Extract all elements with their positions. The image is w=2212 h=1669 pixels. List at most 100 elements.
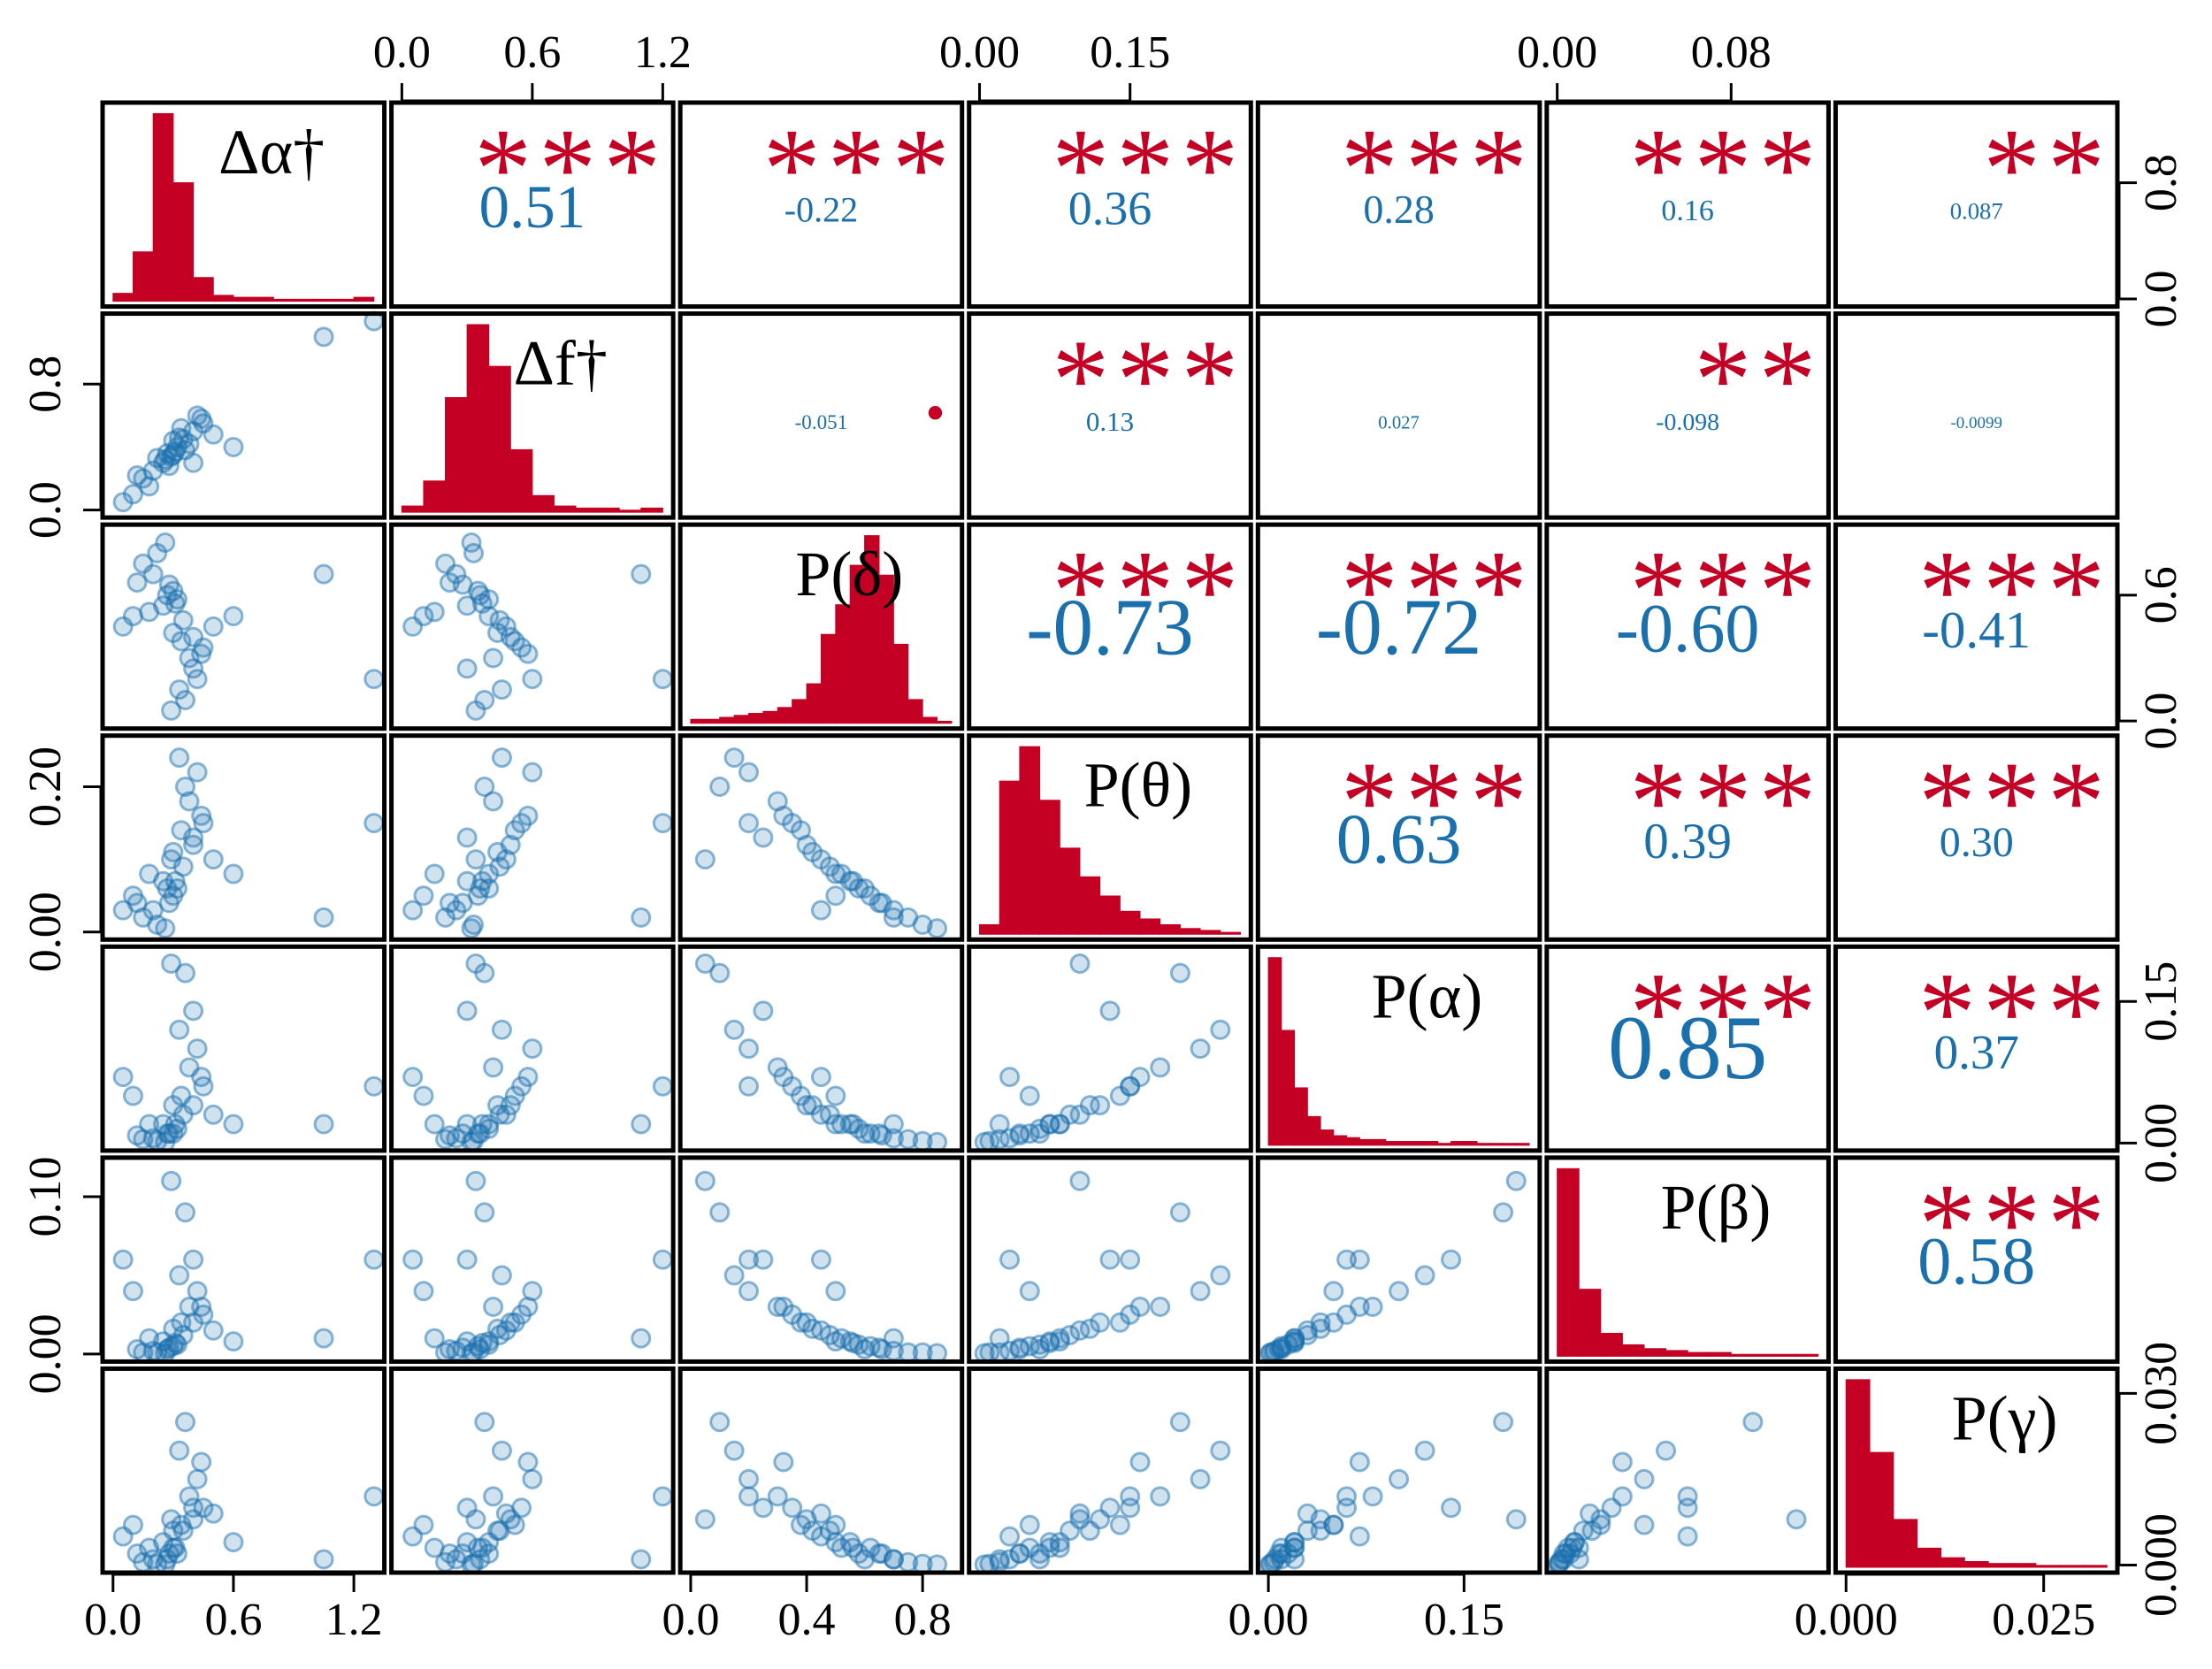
scatter-point [191,1451,212,1473]
scatter-point [517,1297,539,1318]
histogram-bar [979,923,1000,935]
scatter-point [487,1318,509,1339]
scatter-point [474,1412,495,1433]
scatter-point [517,643,539,664]
scatter-point [504,1312,525,1333]
scatter-point [112,1249,134,1270]
histogram-bar [333,298,355,302]
variable-label: P(α) [1372,961,1483,1031]
scatter-point [1099,1249,1121,1270]
histogram-bar [618,509,642,513]
scatter-point [1069,1509,1091,1530]
x-tick-label: 0.00 [1517,27,1597,78]
scatter-point [1210,1440,1231,1461]
significance-stars: *** [763,105,957,233]
scatter-point [424,1328,445,1349]
significance-stars: . [921,317,957,444]
panel-border [1544,944,1831,1153]
scatter-point [183,1497,204,1519]
scatter-point [483,1486,504,1507]
scatter-point [790,1514,811,1535]
scatter-point [413,1281,434,1302]
panel-border [967,733,1253,942]
correlation-label: -0.72 [1316,584,1481,671]
scatter-point [161,1170,182,1191]
scatter-point [174,1202,195,1223]
scatter-point [133,553,154,574]
scatter-point [709,962,731,984]
histogram-bar [112,293,134,302]
scatter-point [883,1549,904,1570]
scatter-point [522,762,543,783]
scatter-point [456,595,478,616]
panel-border [967,944,1253,1153]
scatter-point [163,623,184,644]
scatter-point [652,1249,673,1270]
scatter-point [491,679,512,701]
histogram-bar [892,643,909,724]
y-tick-label: 0.10 [20,1156,71,1236]
significance-stars: *** [1052,527,1245,655]
scatter-point [191,643,212,664]
scatter-point [1505,1509,1527,1530]
panel-border [1255,944,1542,1153]
scatter-point [504,1085,525,1106]
panel-border [1255,733,1542,942]
scatter-point [738,1468,759,1489]
scatter-point [456,1249,478,1270]
scatter-point [112,1526,134,1547]
scatter-point [1310,1318,1331,1339]
histogram-bar [792,699,807,724]
scatter-point [883,907,904,928]
scatter-point [1039,1332,1060,1353]
scatter-point [203,424,224,445]
histogram-bar [212,295,234,302]
scatter-point [169,1019,190,1040]
scatter-point [1019,1281,1040,1302]
variable-label: P(γ) [1952,1382,2058,1453]
scatter-point [753,1249,774,1270]
significance-stars: *** [474,105,668,233]
panel-border [389,1366,676,1575]
scatter-point [1284,1332,1305,1353]
significance-stars: *** [1341,739,1535,866]
scatter-point [504,1514,525,1535]
scatter-point [313,1549,334,1570]
histogram-bar [597,507,620,513]
scatter-point [1099,1497,1121,1519]
scatter-point [517,805,539,826]
scatter-point [1634,1468,1655,1489]
scatter-point [1786,1509,1807,1530]
panel-border [967,100,1253,310]
scatter-point [1493,1412,1514,1433]
histogram-bar [152,112,174,302]
histogram-bar [1643,1348,1667,1357]
histogram-bar [704,718,721,724]
scatter-point [810,1067,831,1088]
scatter-point [1109,1312,1130,1333]
scatter-point [652,1076,673,1097]
scatter-point [313,907,334,928]
scatter-point [871,1339,892,1360]
histogram-bar [1503,1143,1517,1146]
scatter-point [487,1520,509,1542]
histogram-bar [1463,1141,1478,1146]
scatter-point [1389,1281,1410,1302]
scatter-point [738,1076,759,1097]
y-tick-label: 0.8 [20,356,71,413]
scatter-point [191,408,212,429]
panel-border [1833,522,2120,731]
histogram-bar [1963,1561,1989,1568]
scatter-point [179,1486,200,1507]
scatter-point [126,464,148,486]
scatter-point [709,1202,731,1223]
scatter-point [709,1412,731,1433]
scatter-point [187,762,208,783]
histogram-bar [1665,1350,1688,1357]
scatter-point [161,700,182,721]
histogram-bar [1281,1030,1296,1146]
scatter-point [169,1440,190,1461]
histogram-bar [423,480,447,513]
correlation-label: -0.098 [1656,409,1719,436]
